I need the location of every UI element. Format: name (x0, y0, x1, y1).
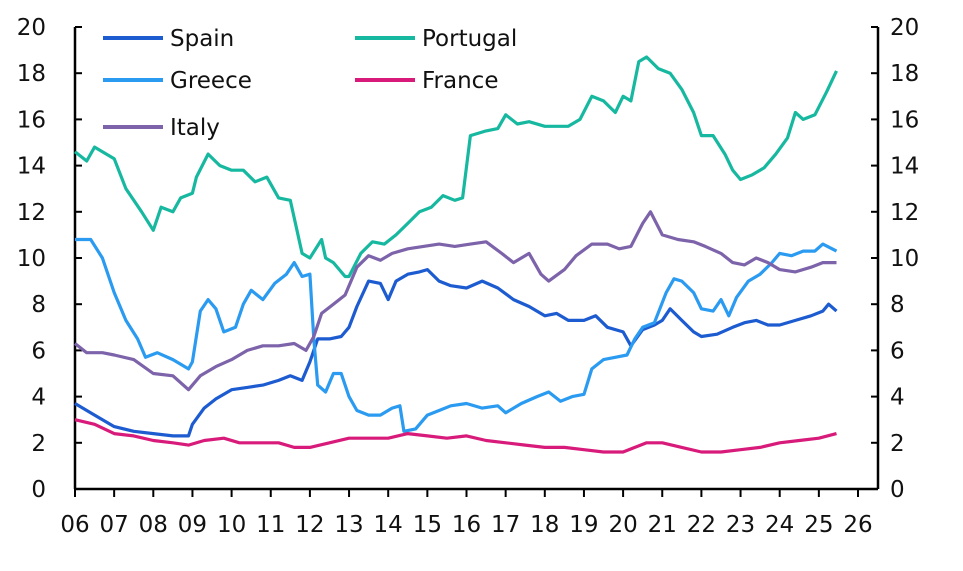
x-tick-label: 21 (648, 512, 677, 538)
y-tick-label: 14 (17, 154, 46, 180)
legend-label-greece: Greece (170, 68, 252, 94)
x-tick-label: 10 (217, 512, 246, 538)
x-tick-label: 11 (256, 512, 285, 538)
x-tick-label: 20 (608, 512, 637, 538)
y-tick-label: 16 (17, 107, 46, 133)
x-tick-label: 12 (295, 512, 324, 538)
x-tick-label: 14 (374, 512, 403, 538)
x-tick-label: 26 (843, 512, 872, 538)
series-line-italy (74, 210, 837, 392)
y2-tick-label: 0 (890, 477, 905, 503)
series-lines (74, 55, 838, 454)
y-tick-label: 0 (31, 477, 46, 503)
legend-label-spain: Spain (170, 26, 234, 52)
y2-tick-label: 12 (890, 200, 919, 226)
x-tick-label: 07 (100, 512, 129, 538)
x-tick-label: 06 (60, 512, 89, 538)
x-tick-label: 16 (452, 512, 481, 538)
x-tick-label: 25 (804, 512, 833, 538)
x-tick-label: 13 (334, 512, 363, 538)
y2-tick-label: 2 (890, 431, 905, 457)
y2-tick-label: 14 (890, 154, 919, 180)
y-tick-label: 18 (17, 61, 46, 87)
x-tick-label: 15 (413, 512, 442, 538)
x-tick-label: 09 (178, 512, 207, 538)
series-line-greece (75, 237, 838, 433)
series-line-portugal (74, 55, 838, 279)
series-line-france (74, 418, 837, 454)
y-tick-label: 4 (31, 385, 46, 411)
x-tick-label: 18 (530, 512, 559, 538)
legend-label-portugal: Portugal (422, 26, 517, 52)
y-tick-label: 6 (31, 338, 46, 364)
y2-tick-label: 6 (890, 338, 905, 364)
y2-tick-label: 20 (890, 15, 919, 41)
x-tick-label: 24 (765, 512, 794, 538)
series-line-spain (74, 268, 838, 438)
y2-tick-label: 4 (890, 385, 905, 411)
x-tick-label: 08 (139, 512, 168, 538)
y2-tick-label: 8 (890, 292, 905, 318)
y-tick-label: 2 (31, 431, 46, 457)
x-tick-label: 19 (569, 512, 598, 538)
y-tick-label: 20 (17, 15, 46, 41)
y-tick-label: 8 (31, 292, 46, 318)
legend-label-italy: Italy (170, 115, 220, 141)
y2-tick-label: 16 (890, 107, 919, 133)
legend: Spain Portugal Greece France Italy (103, 26, 517, 141)
x-tick-label: 23 (726, 512, 755, 538)
legend-label-france: France (422, 68, 498, 94)
x-tick-label: 17 (491, 512, 520, 538)
x-tick-label: 22 (687, 512, 716, 538)
y-tick-label: 10 (17, 246, 46, 272)
y2-tick-label: 18 (890, 61, 919, 87)
y-tick-label: 12 (17, 200, 46, 226)
y2-tick-label: 10 (890, 246, 919, 272)
